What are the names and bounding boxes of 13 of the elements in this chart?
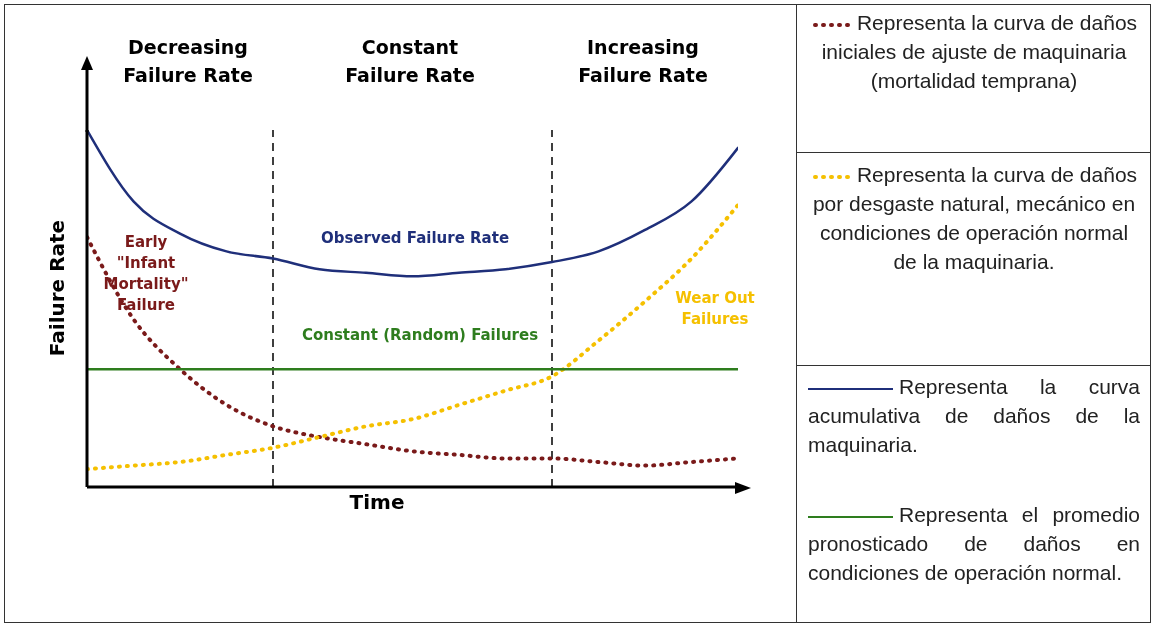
text: Representa la curva de daños iniciales de ajuste de maquinaria (mortalidad temprana) [820,10,1139,94]
x-axis-title: Time [348,490,406,514]
y-axis-title: Failure Rate [45,218,69,359]
text: Representa el promedio pronosticado de daños en condiciones de operación normal. [808,502,1140,586]
series-label: Wear Out Failures [674,288,756,330]
text: Constant Failure Rate [344,35,476,88]
series-label: Observed Failure Rate [319,228,511,249]
series-label: Constant (Random) Failures [300,325,540,346]
text: Representa la curva de daños por desgaste natural, mecánico en condiciones de operación normal de la maquinaria. [811,162,1139,275]
series-label: Early "Infant Mortality" Failure [102,232,190,316]
text: Increasing Failure Rate [577,35,709,88]
text: Representa la curva acumulativa de daños de la maquinaria. [808,374,1140,458]
text: Decreasing Failure Rate [122,35,254,88]
